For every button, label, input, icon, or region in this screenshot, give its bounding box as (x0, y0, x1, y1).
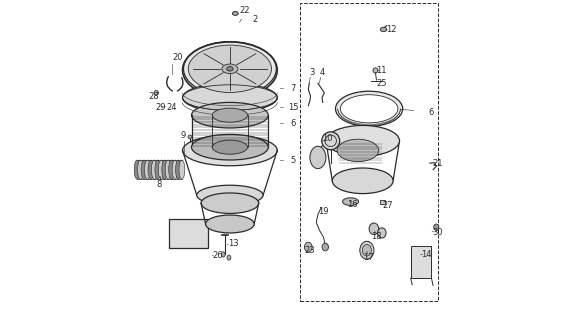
Ellipse shape (155, 160, 160, 179)
Text: 5: 5 (290, 156, 296, 164)
Ellipse shape (322, 243, 328, 251)
Text: 19: 19 (318, 207, 328, 216)
Ellipse shape (310, 146, 326, 169)
Ellipse shape (335, 91, 402, 126)
Ellipse shape (212, 108, 247, 122)
Ellipse shape (188, 135, 192, 139)
Ellipse shape (183, 42, 277, 96)
Text: 13: 13 (228, 239, 239, 248)
Bar (411, 246, 431, 278)
Text: 22: 22 (239, 6, 250, 15)
Ellipse shape (227, 255, 231, 260)
Text: 7: 7 (290, 84, 296, 92)
Ellipse shape (172, 160, 178, 179)
Ellipse shape (378, 228, 386, 238)
Ellipse shape (182, 135, 277, 166)
Ellipse shape (165, 160, 171, 179)
Ellipse shape (151, 160, 157, 179)
Text: 28: 28 (149, 92, 159, 100)
Ellipse shape (340, 95, 398, 123)
Text: 3: 3 (310, 68, 315, 77)
Text: 10: 10 (322, 134, 333, 143)
Text: 4: 4 (320, 68, 325, 77)
Ellipse shape (360, 241, 374, 259)
Ellipse shape (158, 160, 164, 179)
Text: 30: 30 (432, 228, 443, 237)
Text: 9: 9 (181, 131, 186, 140)
Ellipse shape (337, 139, 379, 162)
Ellipse shape (232, 12, 238, 15)
Text: 27: 27 (382, 201, 393, 210)
Ellipse shape (373, 68, 378, 73)
Ellipse shape (222, 64, 238, 74)
Text: 20: 20 (173, 53, 183, 62)
Ellipse shape (304, 242, 312, 252)
Ellipse shape (322, 132, 340, 150)
Text: 15: 15 (288, 103, 298, 112)
Ellipse shape (380, 27, 387, 32)
Ellipse shape (188, 45, 271, 92)
Text: 25: 25 (376, 79, 386, 88)
Bar (169, 219, 208, 248)
Ellipse shape (343, 198, 359, 205)
Ellipse shape (201, 193, 259, 213)
Text: 8: 8 (157, 180, 162, 189)
Text: 24: 24 (166, 103, 177, 112)
Text: 17: 17 (363, 253, 373, 262)
Text: 6: 6 (290, 119, 296, 128)
Ellipse shape (191, 134, 269, 160)
Ellipse shape (332, 168, 393, 194)
Bar (380, 200, 385, 204)
Ellipse shape (221, 252, 225, 257)
Ellipse shape (134, 160, 140, 179)
Ellipse shape (137, 160, 143, 179)
Ellipse shape (362, 244, 371, 256)
Text: 26: 26 (213, 251, 223, 260)
Ellipse shape (206, 215, 254, 233)
Ellipse shape (144, 160, 150, 179)
Ellipse shape (141, 160, 147, 179)
Text: 14: 14 (421, 250, 432, 259)
Text: 11: 11 (376, 66, 386, 75)
Ellipse shape (154, 91, 159, 95)
Text: 6: 6 (428, 108, 434, 116)
Text: 29: 29 (156, 103, 166, 112)
Ellipse shape (197, 185, 263, 205)
Ellipse shape (168, 160, 174, 179)
Ellipse shape (162, 160, 167, 179)
Ellipse shape (212, 140, 247, 154)
Text: 21: 21 (432, 159, 443, 168)
Ellipse shape (191, 102, 269, 128)
Ellipse shape (182, 83, 277, 112)
Bar (300, 3, 438, 301)
Text: 23: 23 (304, 246, 315, 255)
Ellipse shape (369, 223, 379, 235)
Ellipse shape (326, 125, 400, 156)
Text: 16: 16 (347, 200, 358, 209)
Text: 2: 2 (253, 15, 258, 24)
Ellipse shape (179, 160, 185, 179)
Ellipse shape (227, 67, 233, 71)
Ellipse shape (434, 224, 439, 230)
Ellipse shape (148, 160, 154, 179)
Text: 12: 12 (386, 25, 397, 34)
Text: 18: 18 (371, 232, 382, 241)
Ellipse shape (175, 160, 181, 179)
